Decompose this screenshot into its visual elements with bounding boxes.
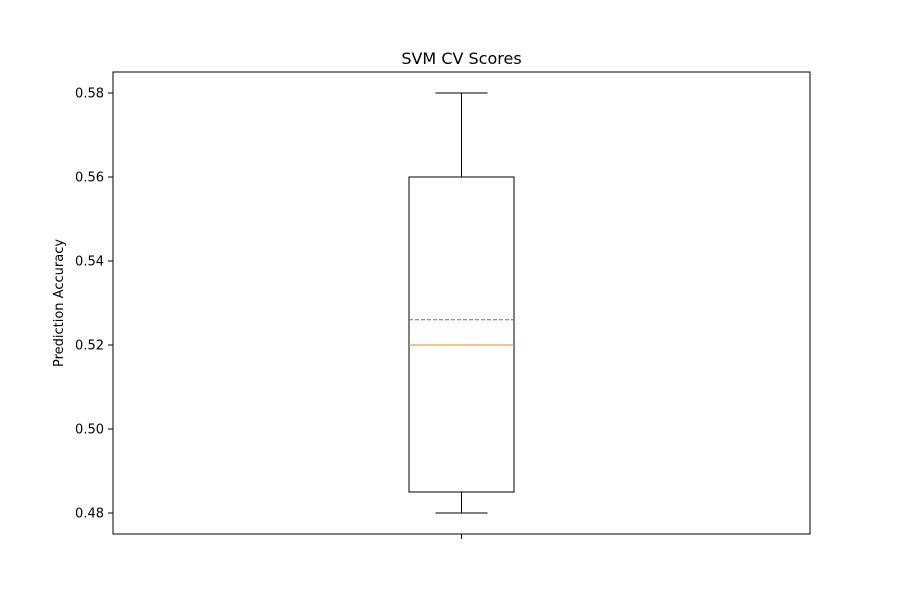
interquartile-box bbox=[408, 176, 515, 493]
y-tick-label: 0.52 bbox=[75, 339, 104, 354]
y-axis-label: Prediction Accuracy bbox=[52, 239, 67, 367]
plot-marks bbox=[408, 92, 515, 514]
y-axis-ticks: 0.48 0.50 0.52 0.54 0.56 0.58 bbox=[75, 87, 113, 522]
y-tick-label: 0.56 bbox=[75, 171, 104, 186]
y-tick-label: 0.48 bbox=[75, 507, 104, 522]
y-tick-label: 0.50 bbox=[75, 423, 104, 438]
y-tick-label: 0.54 bbox=[75, 255, 104, 270]
chart-title: SVM CV Scores bbox=[401, 49, 521, 68]
y-tick-label: 0.58 bbox=[75, 87, 104, 102]
